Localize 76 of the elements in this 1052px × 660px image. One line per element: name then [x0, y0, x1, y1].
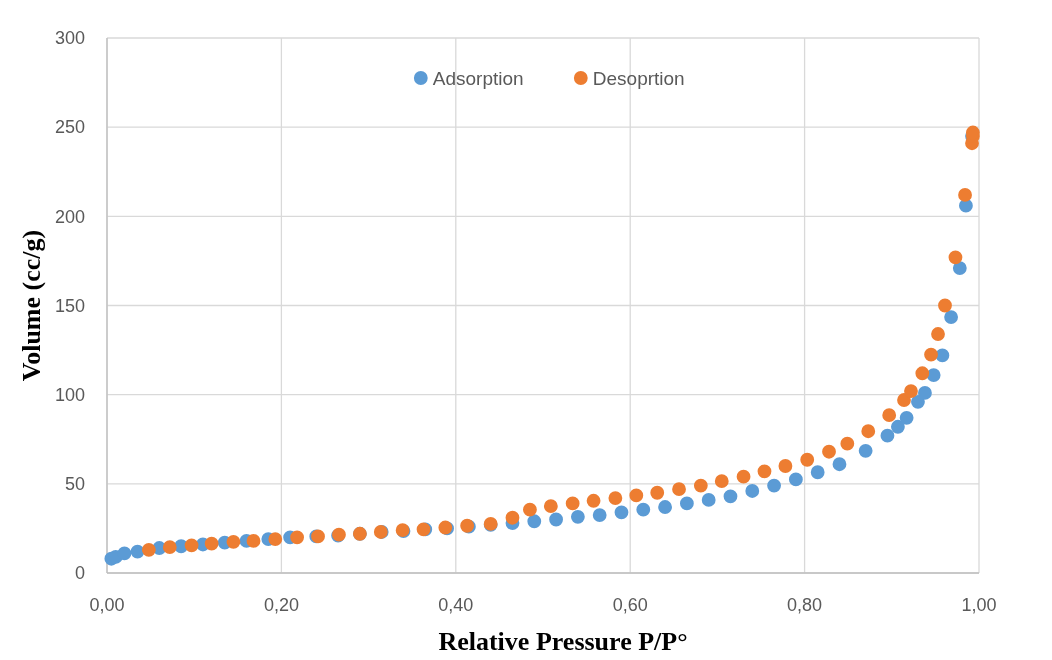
point — [701, 492, 716, 507]
point — [948, 250, 963, 265]
point — [184, 538, 199, 553]
y-tick-label: 0 — [74, 563, 85, 584]
y-tick-label: 300 — [54, 28, 85, 49]
point — [246, 534, 261, 548]
point — [931, 327, 945, 341]
point — [636, 502, 651, 517]
x-tick-label: 1,00 — [961, 595, 997, 615]
point — [527, 514, 542, 529]
x-tick-label: 0,80 — [787, 595, 823, 615]
point — [938, 298, 952, 313]
point — [924, 347, 938, 362]
point — [778, 459, 793, 473]
point — [958, 188, 972, 202]
y-tick-label: 250 — [54, 117, 85, 138]
point — [832, 457, 847, 472]
point — [586, 493, 601, 508]
point — [926, 368, 941, 382]
point — [890, 419, 905, 434]
point — [543, 499, 558, 514]
point — [918, 385, 932, 400]
point — [800, 452, 815, 467]
point — [570, 509, 585, 524]
point — [767, 478, 781, 493]
point — [693, 478, 708, 493]
point — [952, 261, 967, 275]
point — [745, 484, 760, 498]
point — [629, 488, 644, 503]
point — [736, 469, 751, 484]
x-tick-label: 0,20 — [263, 595, 299, 615]
x-tick-label: 0,00 — [89, 595, 125, 615]
point — [650, 485, 665, 500]
x-axis-title: Relative Pressure P/P° — [438, 627, 688, 656]
point — [608, 491, 623, 505]
point — [899, 410, 914, 425]
point — [822, 444, 836, 459]
point — [840, 436, 855, 451]
point — [861, 424, 876, 439]
y-tick-label: 200 — [54, 206, 85, 227]
point — [505, 510, 520, 525]
point — [882, 408, 897, 423]
y-tick-label: 150 — [54, 295, 85, 316]
legend-label: Adsorption — [432, 67, 524, 89]
point — [944, 310, 959, 324]
point — [117, 546, 132, 561]
y-tick-label: 50 — [64, 474, 85, 495]
point — [592, 508, 607, 522]
point — [915, 366, 930, 381]
point — [897, 393, 911, 407]
x-tick-label: 0,60 — [612, 595, 648, 615]
point — [904, 384, 918, 398]
point — [162, 540, 177, 555]
y-axis-title: Volume (cc/g) — [17, 229, 46, 382]
point — [141, 542, 156, 557]
point — [523, 502, 537, 517]
point — [565, 496, 580, 511]
point — [858, 443, 873, 458]
point — [714, 474, 729, 489]
point — [723, 489, 738, 504]
point — [679, 496, 694, 511]
point — [658, 500, 672, 514]
point — [204, 536, 219, 551]
point — [672, 482, 686, 497]
point — [810, 465, 825, 480]
point — [549, 512, 563, 527]
point — [614, 505, 629, 520]
legend-label: Desoprtion — [592, 67, 685, 89]
point — [290, 530, 305, 545]
point — [226, 534, 241, 549]
point — [757, 464, 772, 479]
point — [788, 472, 803, 487]
point — [268, 532, 283, 547]
point — [880, 428, 895, 443]
y-tick-label: 100 — [54, 384, 85, 405]
x-tick-label: 0,40 — [438, 595, 474, 615]
